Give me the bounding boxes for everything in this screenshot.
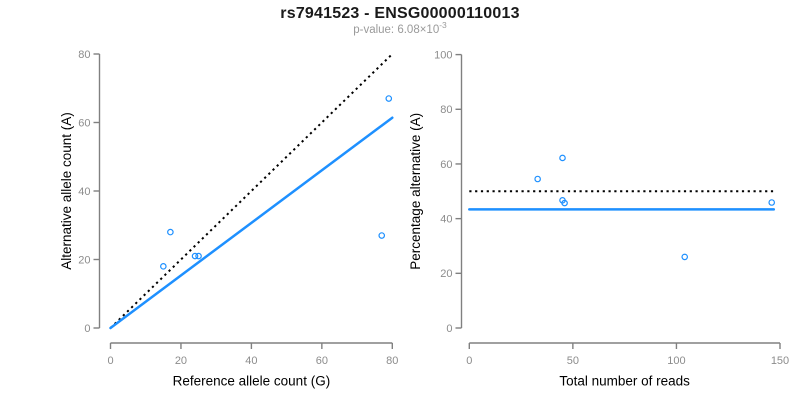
x-tick-label: 40 <box>245 355 257 367</box>
x-axis-title: Reference allele count (G) <box>173 374 331 389</box>
y-tick-label: 20 <box>440 268 452 280</box>
data-point <box>378 232 386 239</box>
y-tick-label: 0 <box>446 323 452 335</box>
data-point <box>167 228 174 236</box>
x-tick-label: 0 <box>107 355 113 367</box>
figure-subtitle: p-value: 6.08×10-3 <box>0 21 800 36</box>
y-tick-label: 0 <box>84 323 90 335</box>
data-point <box>195 252 202 260</box>
y-tick-label: 40 <box>440 213 452 225</box>
y-tick-label: 100 <box>434 49 452 61</box>
allele-count-plot: 0 20 40 60 80 0 20 40 60 80 Reference allele count… <box>59 49 398 389</box>
x-tick-label: 20 <box>175 355 187 367</box>
data-point <box>681 253 689 261</box>
percentage-plot: 0 20 40 60 80 100 0 50 100 150 Total number of rea… <box>408 49 789 388</box>
x-axis-title: Total number of reads <box>559 374 690 389</box>
pvalue-label: p-value: 6.08×10 <box>353 24 440 36</box>
y-tick-label: 80 <box>78 49 90 61</box>
x-tick-label: 80 <box>386 355 398 367</box>
y-tick-label: 60 <box>440 159 452 171</box>
y-axis-title: Percentage alternative (A) <box>408 113 423 270</box>
data-point <box>385 95 393 102</box>
pvalue-exponent: -3 <box>439 20 447 31</box>
y-axis-title: Alternative allele count (A) <box>59 112 74 270</box>
x-tick-label: 100 <box>667 355 685 367</box>
data-point <box>191 252 199 260</box>
y-tick-label: 20 <box>78 254 90 266</box>
identity-line <box>109 53 393 329</box>
y-tick-label: 60 <box>78 117 90 129</box>
data-point <box>561 199 568 207</box>
x-tick-label: 0 <box>466 355 472 367</box>
data-point <box>160 263 167 270</box>
figure-title: rs7941523 - ENSG00000110013 <box>280 5 520 22</box>
data-point <box>559 154 566 162</box>
x-tick-label: 150 <box>771 355 789 367</box>
y-tick-label: 80 <box>440 104 452 116</box>
x-tick-label: 60 <box>316 355 328 367</box>
data-point <box>768 199 776 206</box>
overall-ratio-line <box>109 116 394 330</box>
data-point <box>534 175 541 183</box>
y-tick-label: 40 <box>78 186 90 198</box>
x-tick-label: 50 <box>567 355 579 367</box>
